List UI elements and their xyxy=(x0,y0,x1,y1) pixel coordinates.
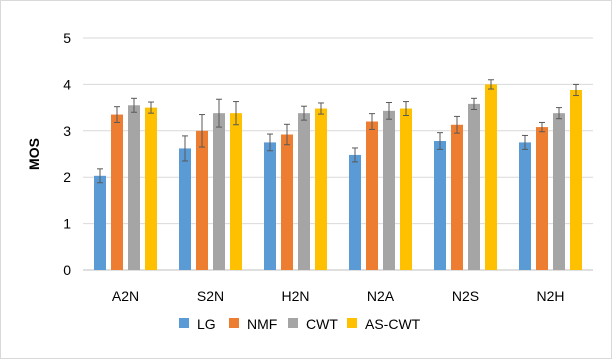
bar-as-cwt-n2a xyxy=(400,108,412,270)
bar-nmf-a2n xyxy=(111,114,123,270)
error-bar-as-cwt-h2n xyxy=(318,102,324,115)
bar-as-cwt-s2n xyxy=(230,113,242,270)
bar-as-cwt-n2s xyxy=(485,84,497,271)
legend-swatch xyxy=(288,318,298,328)
error-bar-lg-n2a xyxy=(352,147,358,163)
error-bar-cwt-n2h xyxy=(556,107,562,120)
error-bar-nmf-s2n xyxy=(199,114,205,148)
y-tick-label: 3 xyxy=(63,123,71,139)
bar-cwt-n2s xyxy=(468,103,480,270)
error-bar-lg-n2s xyxy=(437,132,443,150)
error-bar-nmf-a2n xyxy=(114,106,120,123)
legend-item-cwt: CWT xyxy=(288,316,338,332)
bar-cwt-a2n xyxy=(128,105,140,270)
error-bar-nmf-n2h xyxy=(539,121,545,133)
bar-nmf-s2n xyxy=(196,130,208,270)
category-label-a2n: A2N xyxy=(112,288,139,304)
error-bar-lg-s2n xyxy=(182,135,188,162)
y-tick-label: 5 xyxy=(63,30,71,46)
category-label-s2n: S2N xyxy=(197,288,224,304)
error-bar-as-cwt-n2h xyxy=(573,83,579,97)
y-tick-labels: 0 1 2 3 4 5 xyxy=(63,30,71,278)
error-bar-nmf-n2s xyxy=(454,115,460,134)
error-bar-nmf-n2a xyxy=(369,113,375,130)
error-bar-lg-h2n xyxy=(267,133,273,152)
y-tick-label: 1 xyxy=(63,216,71,232)
bar-lg-n2a xyxy=(349,154,361,270)
error-bar-as-cwt-a2n xyxy=(148,101,154,114)
error-bar-cwt-n2s xyxy=(471,97,477,110)
y-tick-label: 2 xyxy=(63,169,71,185)
error-bar-cwt-s2n xyxy=(216,98,222,128)
category-labels: A2N S2N H2N N2A N2S N2H xyxy=(112,288,565,304)
bar-lg-s2n xyxy=(179,148,191,270)
error-bar-as-cwt-n2s xyxy=(488,79,494,90)
y-tick-label: 0 xyxy=(63,262,71,278)
bar-lg-n2h xyxy=(519,142,531,270)
legend-label: CWT xyxy=(306,316,338,332)
bar-as-cwt-n2h xyxy=(570,89,582,270)
y-tick-label: 4 xyxy=(63,76,71,92)
error-bar-lg-n2h xyxy=(522,134,528,150)
bar-cwt-n2a xyxy=(383,110,395,271)
y-axis-title: MOS xyxy=(26,138,42,170)
bar-cwt-s2n xyxy=(213,113,225,270)
legend-label: LG xyxy=(197,316,216,332)
bars xyxy=(94,84,582,271)
bar-cwt-n2h xyxy=(553,113,565,270)
error-bar-as-cwt-s2n xyxy=(233,101,239,126)
category-label-n2h: N2H xyxy=(536,288,564,304)
legend-item-as-cwt: AS-CWT xyxy=(347,316,421,332)
bar-nmf-n2h xyxy=(536,127,548,270)
bar-nmf-n2s xyxy=(451,124,463,270)
bar-nmf-n2a xyxy=(366,121,378,271)
error-bar-cwt-a2n xyxy=(131,97,137,113)
legend-item-nmf: NMF xyxy=(229,316,277,332)
error-bar-cwt-n2a xyxy=(386,101,392,120)
legend-label: NMF xyxy=(247,316,277,332)
legend-label: AS-CWT xyxy=(365,316,421,332)
error-bar-cwt-h2n xyxy=(301,105,307,121)
category-label-n2s: N2S xyxy=(452,288,479,304)
legend-item-lg: LG xyxy=(179,316,216,332)
category-label-n2a: N2A xyxy=(367,288,395,304)
bar-lg-a2n xyxy=(94,175,106,270)
category-label-h2n: H2N xyxy=(281,288,309,304)
legend-swatch xyxy=(229,318,239,328)
error-bar-as-cwt-n2a xyxy=(403,101,409,116)
bar-as-cwt-a2n xyxy=(145,107,157,270)
bar-as-cwt-h2n xyxy=(315,108,327,270)
error-bar-nmf-h2n xyxy=(284,123,290,146)
legend-swatch xyxy=(347,318,357,328)
legend: LG NMF CWT AS-CWT xyxy=(179,316,421,332)
error-bars xyxy=(97,79,579,184)
bar-lg-h2n xyxy=(264,142,276,270)
bar-cwt-h2n xyxy=(298,113,310,270)
legend-swatch xyxy=(179,318,189,328)
bar-nmf-h2n xyxy=(281,134,293,270)
bar-lg-n2s xyxy=(434,141,446,270)
gridlines xyxy=(83,37,593,271)
error-bar-lg-a2n xyxy=(97,168,103,184)
